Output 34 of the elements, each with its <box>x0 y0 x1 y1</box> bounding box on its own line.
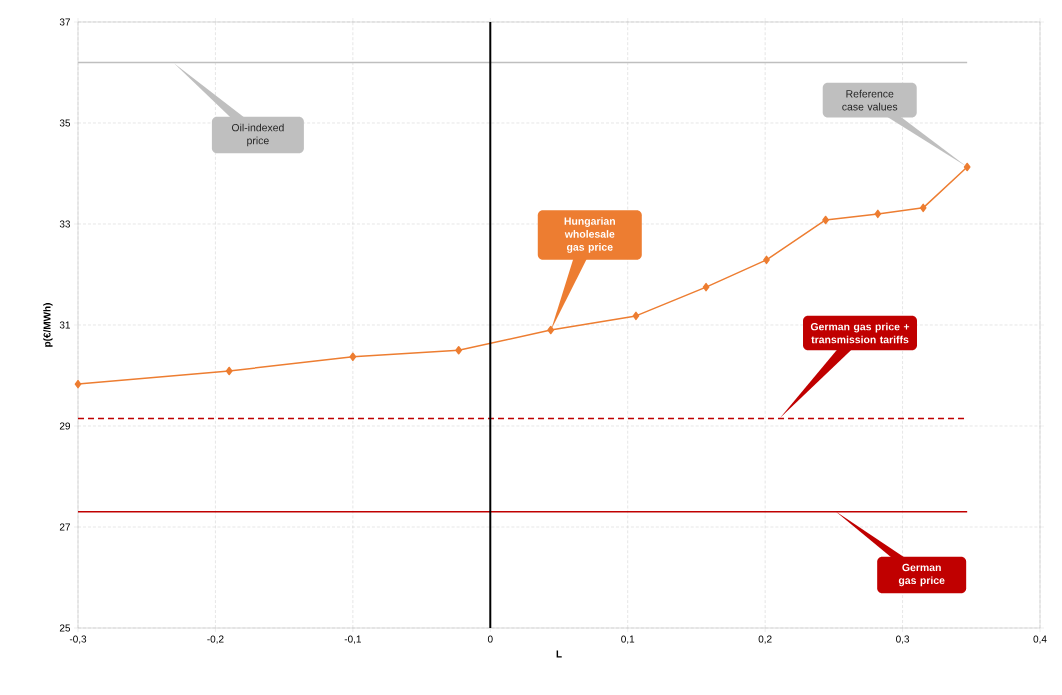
x-tick-label: 0,1 <box>621 635 635 644</box>
annotation: Oil-indexed price <box>231 123 284 147</box>
point <box>225 366 233 376</box>
y-tick-label: 27 <box>59 523 70 531</box>
x-tick-label: 0,4 <box>1033 635 1047 644</box>
x-tick-label: -0,2 <box>207 635 224 644</box>
point <box>547 325 555 335</box>
point <box>822 215 829 225</box>
point <box>702 282 710 292</box>
point <box>74 379 82 389</box>
point <box>763 255 770 265</box>
annotation: German gas price <box>898 563 945 587</box>
y-tick-label: 31 <box>59 321 70 329</box>
point <box>919 203 927 213</box>
y-tick-label: 35 <box>59 119 71 127</box>
x-axis-title: L <box>556 650 562 658</box>
point <box>632 311 640 321</box>
point <box>963 162 971 172</box>
point <box>349 352 357 362</box>
y-tick-label: 25 <box>59 624 71 632</box>
y-tick-label: 33 <box>59 220 71 228</box>
x-tick-label: 0,3 <box>896 635 910 644</box>
y-tick-label: 29 <box>59 422 71 430</box>
x-tick-label: -0,3 <box>69 635 87 644</box>
x-tick-label: 0,2 <box>758 635 772 644</box>
annotation: Reference case values <box>842 89 898 111</box>
annotation: Hungarian wholesale gas price <box>564 217 615 253</box>
x-tick-label: 0 <box>487 635 493 643</box>
x-tick-label: -0,1 <box>344 635 361 644</box>
annotation: German gas price + transmission tariffs <box>810 322 910 344</box>
point <box>455 346 463 355</box>
y-axis-title: p(€/MWh) <box>43 303 53 347</box>
point <box>874 209 882 219</box>
y-tick-label: 37 <box>59 18 70 26</box>
